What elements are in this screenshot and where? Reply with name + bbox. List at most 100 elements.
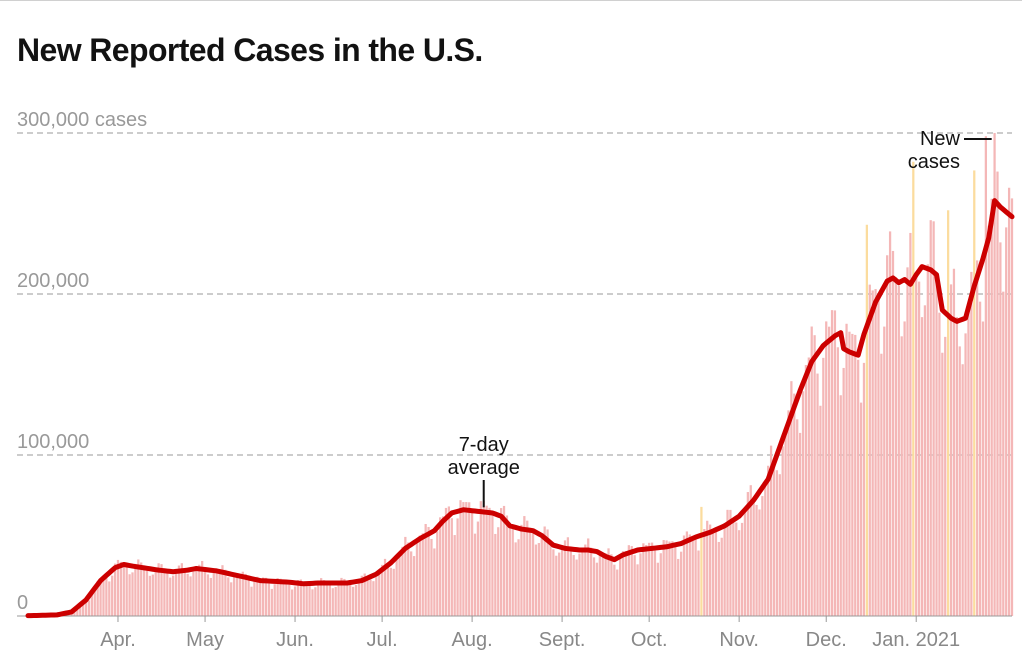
daily-bar: [482, 500, 485, 616]
daily-bar: [279, 578, 282, 616]
daily-bar: [694, 537, 697, 616]
daily-bar: [679, 551, 683, 616]
daily-bar: [1002, 291, 1005, 616]
daily-bar: [717, 541, 720, 616]
daily-bar: [740, 522, 744, 616]
daily-bar: [444, 507, 448, 616]
daily-bar: [723, 523, 726, 616]
daily-bar: [148, 575, 152, 616]
daily-bar: [140, 562, 143, 616]
daily-bar: [334, 587, 337, 616]
daily-bar: [221, 565, 224, 616]
daily-bar: [592, 557, 596, 616]
daily-bar: [311, 589, 314, 616]
daily-bar: [169, 577, 172, 616]
daily-bar: [836, 347, 839, 616]
daily-bar: [552, 549, 555, 616]
daily-bar: [189, 576, 192, 616]
annotation-newcases-line1: New: [920, 128, 961, 150]
daily-bar: [456, 518, 459, 616]
daily-bar: [630, 546, 633, 616]
daily-bar: [572, 555, 575, 616]
daily-bar: [738, 530, 741, 616]
daily-bar: [395, 559, 398, 616]
y-tick-label: 0: [17, 592, 28, 614]
daily-bar: [781, 446, 784, 616]
daily-bar: [778, 474, 781, 616]
daily-bar: [163, 571, 166, 616]
daily-bar: [987, 225, 990, 616]
daily-bar: [82, 601, 85, 616]
daily-bar: [952, 268, 956, 616]
daily-bar: [186, 573, 189, 616]
daily-bar: [479, 501, 482, 616]
daily-bar: [621, 551, 625, 616]
daily-bar: [984, 136, 988, 616]
daily-bar: [459, 500, 462, 616]
daily-bar: [108, 581, 111, 616]
daily-bar: [807, 357, 810, 616]
daily-bar: [604, 553, 607, 616]
daily-bar: [555, 555, 558, 616]
daily-bar: [772, 458, 776, 616]
daily-bar: [944, 336, 947, 616]
daily-bar: [389, 567, 392, 616]
daily-bar: [351, 586, 355, 616]
top-rule: [0, 0, 1022, 1]
daily-bar: [825, 321, 828, 616]
daily-bar: [128, 574, 131, 616]
daily-bar: [125, 565, 128, 616]
daily-bar: [653, 550, 657, 616]
daily-bar: [131, 572, 134, 616]
daily-bar: [160, 564, 163, 616]
daily-bar: [917, 281, 921, 616]
daily-bar: [360, 575, 363, 616]
daily-bar: [845, 323, 848, 616]
daily-bar: [897, 285, 900, 616]
daily-bar: [726, 509, 729, 616]
daily-bar: [328, 583, 332, 616]
daily-bar: [964, 333, 967, 616]
daily-bar: [595, 562, 599, 616]
daily-bar: [392, 568, 395, 616]
daily-bar: [764, 483, 767, 616]
daily-bar: [569, 548, 572, 616]
daily-bar: [880, 353, 883, 616]
daily-bar: [990, 198, 993, 617]
daily-bar: [981, 321, 985, 616]
daily-bar: [871, 290, 874, 616]
daily-bar: [151, 574, 154, 616]
daily-bar: [798, 432, 802, 616]
daily-bar: [511, 527, 514, 616]
daily-bar: [314, 587, 317, 616]
daily-bar: [665, 540, 668, 616]
daily-bar: [337, 581, 340, 616]
daily-bar: [76, 606, 79, 616]
daily-bar: [787, 410, 790, 616]
daily-bar: [822, 357, 825, 616]
daily-bar: [906, 267, 909, 616]
daily-bar: [587, 538, 590, 616]
daily-bar: [270, 588, 273, 616]
daily-bar: [708, 524, 712, 616]
daily-bar: [868, 284, 871, 616]
daily-bar: [674, 545, 677, 616]
daily-bar: [616, 569, 619, 616]
daily-bar: [439, 517, 442, 616]
daily-bar: [293, 586, 297, 616]
daily-bar: [317, 580, 320, 616]
daily-bar: [958, 346, 961, 616]
daily-bar: [418, 535, 421, 616]
daily-bar: [372, 581, 375, 616]
daily-bar: [688, 534, 691, 616]
daily-bar: [558, 552, 561, 616]
daily-bar: [378, 571, 381, 616]
daily-bar: [84, 600, 88, 616]
daily-bar: [650, 542, 654, 616]
daily-bar: [235, 573, 239, 616]
daily-bar: [581, 549, 584, 616]
daily-bar: [441, 516, 445, 616]
daily-bar: [383, 558, 387, 616]
daily-bar: [967, 305, 970, 616]
daily-bar: [926, 264, 929, 616]
